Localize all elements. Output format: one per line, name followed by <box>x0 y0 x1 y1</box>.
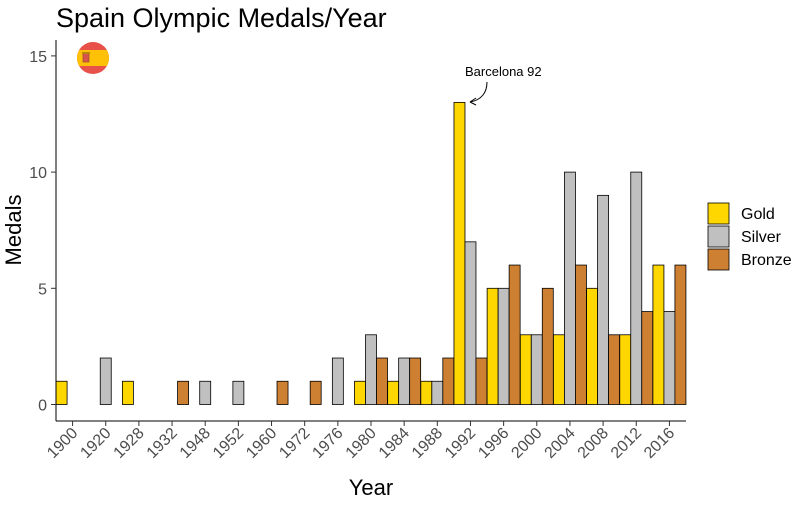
x-tick-label: 2016 <box>641 425 678 462</box>
bar-bronze-2000 <box>541 287 554 405</box>
x-tick-label: 2000 <box>508 425 545 462</box>
annotation-arrow <box>469 81 488 103</box>
y-axis-title: Medals <box>1 195 26 266</box>
y-tick-label: 5 <box>38 281 47 298</box>
bar-silver-2016 <box>663 311 676 405</box>
annotation-label: Barcelona 92 <box>465 64 542 79</box>
x-tick-label: 1960 <box>243 425 280 462</box>
chart-title: Spain Olympic Medals/Year <box>56 3 387 33</box>
x-tick-label: 1980 <box>343 425 380 462</box>
bar-gold-1984 <box>387 380 400 405</box>
legend-swatch-gold <box>707 202 730 225</box>
bar-gold-1900 <box>55 380 68 405</box>
bar-silver-1984 <box>398 357 411 405</box>
bar-gold-2016 <box>652 264 665 405</box>
bars-group <box>55 101 687 405</box>
x-tick-label: 1972 <box>276 425 313 462</box>
y-tick-label: 0 <box>38 398 47 415</box>
annotation-arrowhead <box>469 97 477 106</box>
x-tick-label: 1992 <box>442 425 479 462</box>
x-tick-label: 1900 <box>44 425 81 462</box>
y-tick-label: 15 <box>29 49 47 66</box>
bar-silver-2004 <box>564 171 576 405</box>
bar-bronze-2016 <box>674 264 687 405</box>
x-ticks: 1900192019281932194819521960197219761980… <box>44 421 678 462</box>
y-ticks: 0 5 10 15 <box>29 49 56 415</box>
bar-gold-1992 <box>453 101 466 405</box>
legend: Gold Silver Bronze <box>707 202 792 271</box>
bar-bronze-1984 <box>409 357 422 405</box>
bar-silver-1920 <box>99 357 112 405</box>
bar-bronze-1992 <box>475 357 488 405</box>
legend-label-gold: Gold <box>741 206 775 223</box>
bar-gold-1928 <box>121 380 134 405</box>
bar-bronze-1972 <box>309 380 322 405</box>
bar-silver-1980 <box>365 334 377 405</box>
bar-gold-2012 <box>619 334 632 405</box>
bar-gold-2008 <box>586 287 599 405</box>
x-tick-label: 1988 <box>409 425 446 462</box>
x-tick-label: 1996 <box>475 425 512 462</box>
bar-bronze-1932 <box>177 380 189 405</box>
legend-label-bronze: Bronze <box>741 252 792 269</box>
x-tick-label: 1928 <box>111 425 148 462</box>
legend-label-silver: Silver <box>741 229 782 246</box>
bar-silver-1988 <box>431 380 444 405</box>
spain-flag-icon <box>77 42 109 74</box>
annotation: Barcelona 92 <box>465 64 542 106</box>
legend-swatch-bronze <box>707 248 730 271</box>
y-tick-label: 10 <box>29 165 47 182</box>
x-tick-label: 1976 <box>309 425 346 462</box>
x-tick-label: 2012 <box>608 425 645 462</box>
bar-silver-1976 <box>331 357 344 405</box>
x-axis-title: Year <box>349 475 393 500</box>
legend-swatch-silver <box>707 225 730 248</box>
bar-silver-1996 <box>497 287 510 405</box>
bar-silver-1992 <box>464 241 477 405</box>
x-tick-label: 1932 <box>144 425 181 462</box>
bar-gold-2000 <box>519 334 532 405</box>
bar-bronze-2004 <box>575 264 587 405</box>
bar-silver-1952 <box>232 380 245 405</box>
x-tick-label: 2008 <box>575 425 612 462</box>
bar-bronze-1988 <box>442 357 455 405</box>
bar-gold-1996 <box>486 287 499 405</box>
x-tick-label: 1952 <box>210 425 247 462</box>
bar-bronze-2012 <box>641 311 654 405</box>
bar-bronze-2008 <box>608 334 621 405</box>
x-tick-label: 2004 <box>542 425 579 462</box>
x-tick-label: 1948 <box>177 425 214 462</box>
bar-silver-2008 <box>597 194 610 405</box>
bar-gold-2004 <box>553 334 565 405</box>
bar-gold-1980 <box>354 380 366 405</box>
x-tick-label: 1984 <box>376 425 413 462</box>
bar-bronze-1960 <box>276 380 289 405</box>
bar-silver-1948 <box>199 380 212 405</box>
bar-silver-2012 <box>630 171 643 405</box>
bar-bronze-1996 <box>508 264 521 405</box>
bar-bronze-1980 <box>376 357 388 405</box>
bar-gold-1988 <box>420 380 433 405</box>
bar-silver-2000 <box>530 334 543 405</box>
x-tick-label: 1920 <box>77 425 114 462</box>
